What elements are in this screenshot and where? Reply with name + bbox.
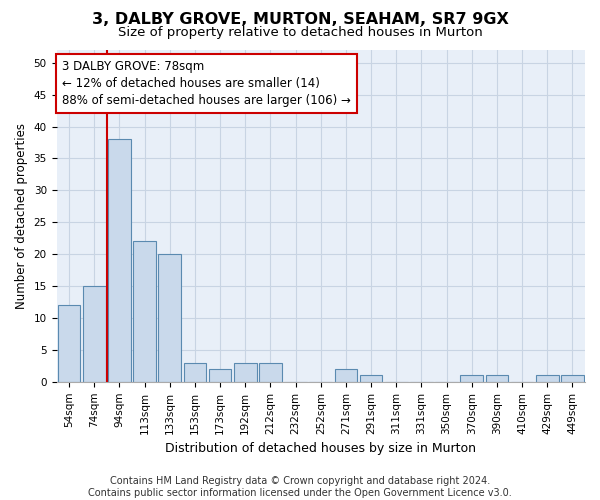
Text: 3, DALBY GROVE, MURTON, SEAHAM, SR7 9GX: 3, DALBY GROVE, MURTON, SEAHAM, SR7 9GX: [92, 12, 508, 28]
Bar: [108, 140, 131, 382]
Bar: [58, 305, 80, 382]
Bar: [158, 254, 181, 382]
Text: 3 DALBY GROVE: 78sqm
← 12% of detached houses are smaller (14)
88% of semi-detac: 3 DALBY GROVE: 78sqm ← 12% of detached h…: [62, 60, 350, 107]
Bar: [184, 362, 206, 382]
Bar: [209, 369, 232, 382]
Bar: [335, 369, 357, 382]
Bar: [536, 376, 559, 382]
Bar: [485, 376, 508, 382]
Bar: [259, 362, 282, 382]
Bar: [234, 362, 257, 382]
Y-axis label: Number of detached properties: Number of detached properties: [15, 123, 28, 309]
Text: Contains HM Land Registry data © Crown copyright and database right 2024.
Contai: Contains HM Land Registry data © Crown c…: [88, 476, 512, 498]
X-axis label: Distribution of detached houses by size in Murton: Distribution of detached houses by size …: [165, 442, 476, 455]
Text: Size of property relative to detached houses in Murton: Size of property relative to detached ho…: [118, 26, 482, 39]
Bar: [561, 376, 584, 382]
Bar: [460, 376, 483, 382]
Bar: [83, 286, 106, 382]
Bar: [360, 376, 382, 382]
Bar: [133, 242, 156, 382]
